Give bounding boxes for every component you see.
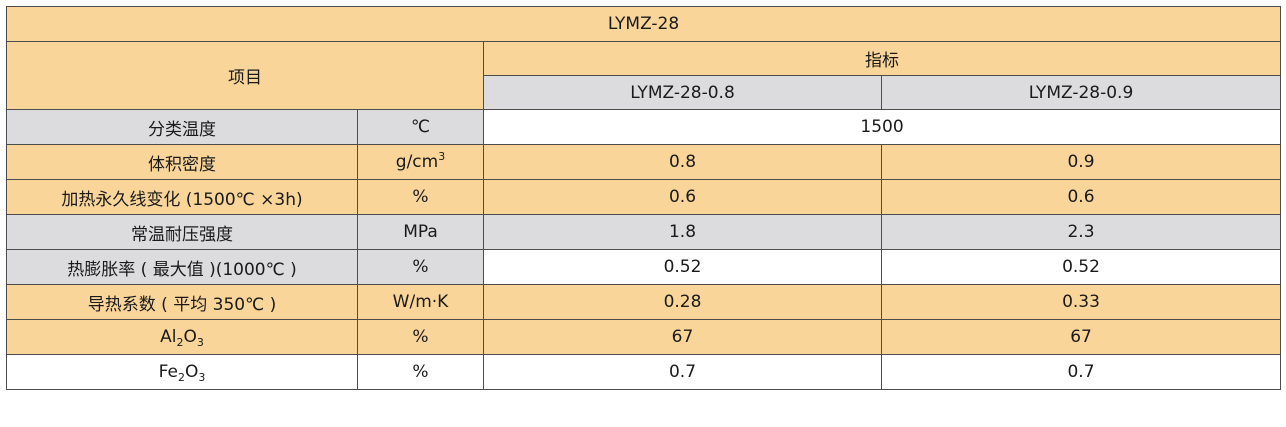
unit-cell: % <box>357 319 484 355</box>
item-cell: Fe2O3 <box>6 354 358 390</box>
formula-part: O <box>184 362 199 382</box>
unit-cell: % <box>357 249 484 285</box>
value-cell-1: 0.6 <box>483 179 882 215</box>
table-title-row: LYMZ-28 <box>5 6 1282 42</box>
formula-part: O <box>183 327 197 347</box>
unit-superscript: 3 <box>438 150 446 163</box>
value-cell-2: 0.7 <box>880 354 1282 390</box>
unit-base: g/cm <box>395 152 439 172</box>
value-cell-1: 0.52 <box>483 249 882 285</box>
table-row: 常温耐压强度 MPa 1.8 2.3 <box>6 214 1282 250</box>
table-row: 导热系数 ( 平均 350℃ ) W/m·K 0.28 0.33 <box>6 284 1282 320</box>
item-cell: 常温耐压强度 <box>6 214 358 250</box>
spec-table-container: LYMZ-28 项目 指标 LYMZ-28-0.8 LYMZ-28-0.9 分类… <box>5 6 1282 390</box>
unit-cell: ℃ <box>357 109 484 145</box>
header-row-2: LYMZ-28-0.8 LYMZ-28-0.9 <box>7 75 1282 110</box>
formula-subscript: 2 <box>176 336 184 349</box>
item-cell: 加热永久线变化 (1500℃ ×3h) <box>6 179 358 215</box>
value-cell-1: 67 <box>483 319 882 355</box>
value-cell-2: 0.52 <box>880 249 1282 285</box>
value-cell-2: 0.9 <box>880 144 1282 180</box>
unit-cell: W/m·K <box>357 284 484 320</box>
spec-table: LYMZ-28 项目 指标 LYMZ-28-0.8 LYMZ-28-0.9 分类… <box>5 6 1282 390</box>
unit-cell: % <box>357 354 484 390</box>
index-header: 指标 <box>482 41 1282 76</box>
item-cell: 体积密度 <box>6 144 358 180</box>
item-cell: 热膨胀率 ( 最大值 )(1000℃ ) <box>6 249 358 285</box>
formula-part: Al <box>160 327 177 347</box>
value-cell-1: 0.7 <box>483 354 882 390</box>
formula-part: Fe <box>158 362 178 382</box>
table-row: Al2O3 % 67 67 <box>6 319 1282 355</box>
grade-header-1: LYMZ-28-0.8 <box>483 75 882 110</box>
unit-cell: % <box>357 179 484 215</box>
table-row: 体积密度 g/cm3 0.8 0.9 <box>6 144 1282 180</box>
item-cell: Al2O3 <box>6 319 358 355</box>
unit-cell: MPa <box>357 214 484 250</box>
value-cell-1: 0.8 <box>483 144 882 180</box>
table-title: LYMZ-28 <box>5 6 1282 42</box>
item-header: 项目 <box>6 41 484 110</box>
value-cell-2: 0.6 <box>880 179 1282 215</box>
value-cell-shared: 1500 <box>482 109 1282 145</box>
table-row: 分类温度 ℃ 1500 <box>6 109 1282 145</box>
formula-subscript: 3 <box>198 371 206 384</box>
value-cell-2: 2.3 <box>880 214 1282 250</box>
header-row-1: 项目 指标 <box>6 41 1282 110</box>
value-cell-2: 0.33 <box>880 284 1282 320</box>
formula-subscript: 3 <box>196 336 204 349</box>
value-cell-1: 0.28 <box>483 284 882 320</box>
formula-subscript: 2 <box>177 371 185 384</box>
value-cell-2: 67 <box>880 319 1282 355</box>
value-cell-1: 1.8 <box>483 214 882 250</box>
table-row: 热膨胀率 ( 最大值 )(1000℃ ) % 0.52 0.52 <box>6 249 1282 285</box>
grade-header-2: LYMZ-28-0.9 <box>880 75 1282 110</box>
unit-cell: g/cm3 <box>357 144 484 180</box>
item-cell: 导热系数 ( 平均 350℃ ) <box>6 284 358 320</box>
table-row: Fe2O3 % 0.7 0.7 <box>6 354 1282 390</box>
item-cell: 分类温度 <box>6 109 358 145</box>
table-row: 加热永久线变化 (1500℃ ×3h) % 0.6 0.6 <box>6 179 1282 215</box>
